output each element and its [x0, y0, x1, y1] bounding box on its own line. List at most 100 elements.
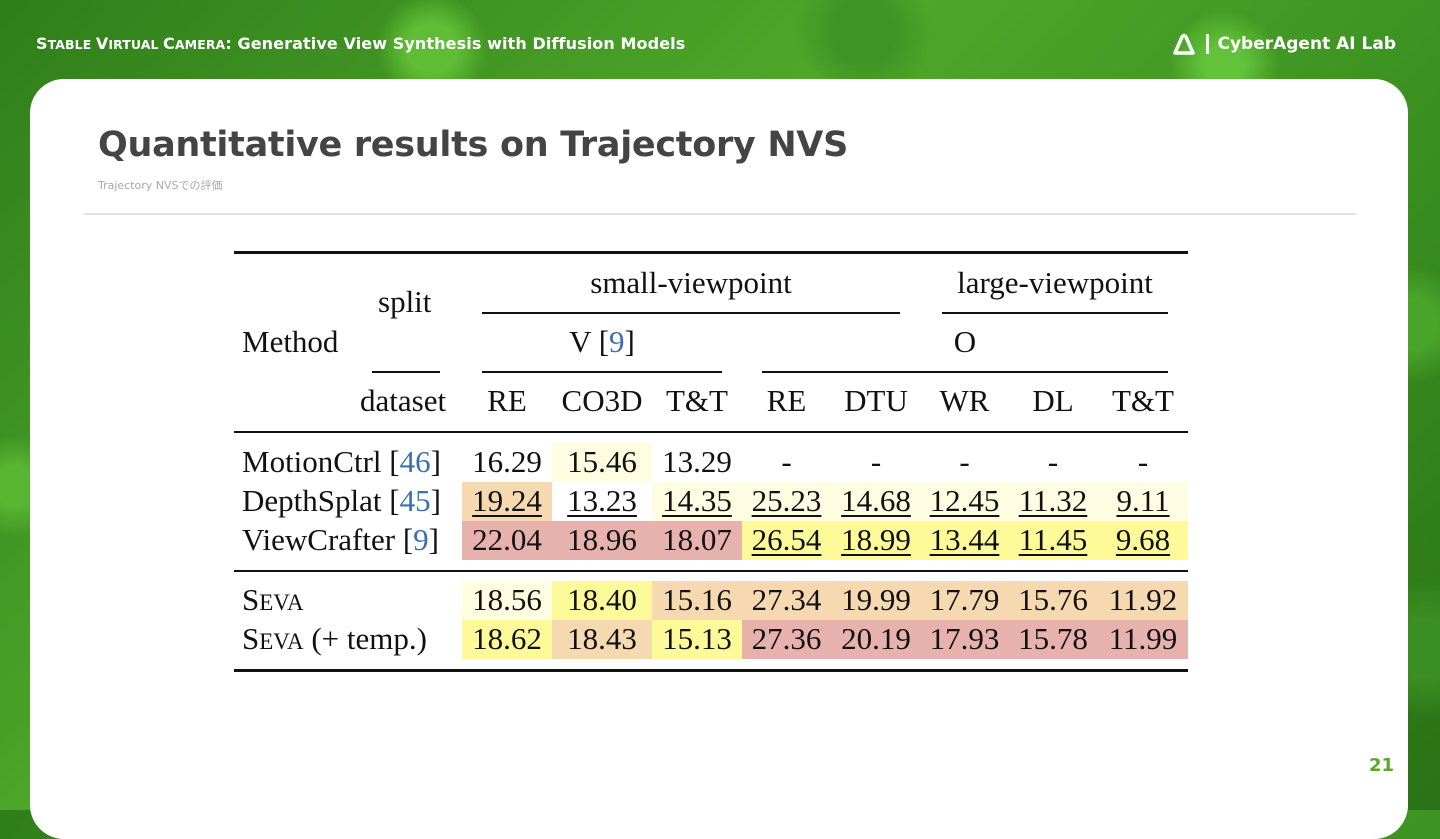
table-cell: 15.78: [1018, 621, 1088, 656]
table-cell: 11.45: [1018, 522, 1088, 557]
table-cell: -: [870, 444, 882, 479]
cell-highlight: [831, 620, 921, 659]
table-cell: 19.24: [472, 483, 542, 518]
split-v-header: V [9]: [569, 324, 635, 359]
table-cell: 19.99: [841, 582, 911, 617]
cell-highlight: [552, 521, 652, 560]
table-cell: 9.11: [1116, 483, 1170, 518]
header-bottom-rule: [234, 431, 1188, 433]
cyberagent-logo-icon: [1173, 33, 1210, 55]
dataset-header: T&T: [1112, 383, 1174, 418]
slide-card: Quantitative results on Trajectory NVS T…: [30, 79, 1408, 839]
cell-highlight: [1098, 521, 1188, 560]
slide-title: Quantitative results on Trajectory NVS: [98, 125, 849, 165]
method-label: MotionCtrl [46]: [242, 444, 441, 479]
cell-highlight: [742, 581, 831, 620]
title-divider: [84, 213, 1356, 215]
dataset-label: dataset: [360, 383, 447, 418]
dataset-header: CO3D: [561, 383, 643, 418]
o-split-rule: [762, 371, 1168, 373]
cell-highlight: [1098, 620, 1188, 659]
small-viewpoint-header: small-viewpoint: [590, 265, 792, 300]
cell-highlight: [552, 581, 652, 620]
cell-highlight: [652, 581, 742, 620]
table-cell: -: [1137, 444, 1149, 479]
table-cell: 25.23: [751, 483, 822, 518]
table-cell: 18.07: [662, 522, 732, 557]
split-label: split: [378, 284, 432, 319]
table-cell: 27.36: [751, 621, 822, 656]
table-cell: 15.13: [662, 621, 732, 656]
cell-highlight: [742, 482, 831, 521]
cell-highlight: [742, 620, 831, 659]
table-cell: 18.96: [567, 522, 637, 557]
cell-highlight: [831, 521, 921, 560]
cell-highlight: [831, 581, 921, 620]
v-split-rule: [482, 371, 722, 373]
table-cell: 15.16: [662, 582, 732, 617]
cell-highlight: [552, 620, 652, 659]
cell-highlight: [462, 521, 552, 560]
table-cell: -: [1047, 444, 1059, 479]
top-rule: [234, 251, 1188, 254]
method-label: SEVA: [242, 582, 304, 617]
table-cell: 27.34: [751, 582, 822, 617]
table-cell: 15.76: [1018, 582, 1088, 617]
large-viewpoint-rule: [942, 312, 1168, 314]
cell-highlight: [921, 581, 1008, 620]
table-cell: 13.23: [567, 483, 637, 518]
small-viewpoint-rule: [482, 312, 900, 314]
method-label: SEVA (+ temp.): [242, 621, 427, 656]
presentation-title: STABLE VIRTUAL CAMERA: Generative View S…: [36, 34, 686, 53]
method-label: DepthSplat [45]: [242, 483, 441, 518]
table-cell: 17.93: [929, 621, 1000, 656]
slide-subtitle: Trajectory NVSでの評価: [98, 179, 223, 192]
table-cell: 17.79: [929, 582, 1000, 617]
cell-highlight: [1098, 581, 1188, 620]
table-cell: -: [959, 444, 970, 479]
group-separator-rule: [234, 570, 1188, 572]
table-cell: 11.92: [1108, 582, 1178, 617]
brand-name: CyberAgent AI Lab: [1217, 34, 1396, 54]
table-cell: 11.32: [1018, 483, 1088, 518]
method-label: ViewCrafter [9]: [242, 522, 439, 557]
table-cell: 18.43: [567, 621, 637, 656]
dataset-header: DL: [1032, 383, 1074, 418]
table-cell: 13.44: [929, 522, 1000, 557]
dataset-header: DTU: [844, 383, 908, 418]
table-cell: 18.40: [567, 582, 637, 617]
cell-highlight: [1008, 482, 1098, 521]
dataset-header: RE: [766, 383, 807, 418]
brand-logo: CyberAgent AI Lab: [1173, 33, 1396, 55]
cell-highlight: [1008, 620, 1098, 659]
table-cell: 18.99: [841, 522, 911, 557]
bottom-rule: [234, 669, 1188, 672]
large-viewpoint-header: large-viewpoint: [957, 265, 1153, 300]
cell-highlight: [1008, 581, 1098, 620]
cell-highlight: [462, 482, 552, 521]
results-table: split Method dataset small-viewpoint lar…: [234, 251, 1188, 673]
table-cell: 26.54: [751, 522, 822, 557]
cell-highlight: [1098, 482, 1188, 521]
table-cell: -: [781, 444, 792, 479]
table-cell: 9.68: [1115, 522, 1171, 557]
cell-highlight: [921, 620, 1008, 659]
method-header: Method: [242, 324, 339, 359]
cell-highlight: [462, 620, 552, 659]
cell-highlight: [742, 521, 831, 560]
dataset-header: T&T: [666, 383, 728, 418]
table-cell: 18.62: [472, 621, 542, 656]
table-cell: 16.29: [472, 444, 542, 479]
table-cell: 13.29: [662, 444, 732, 479]
cell-highlight: [921, 482, 1008, 521]
table-cell: 20.19: [841, 621, 911, 656]
page-number: 21: [1368, 755, 1394, 776]
cell-highlight: [921, 521, 1008, 560]
cell-highlight: [1008, 521, 1098, 560]
cell-highlight: [652, 620, 742, 659]
cell-highlight: [462, 581, 552, 620]
cell-highlight: [552, 443, 652, 482]
table-cell: 22.04: [472, 522, 542, 557]
table-cell: 11.99: [1108, 621, 1178, 656]
table-cell: 15.46: [567, 444, 637, 479]
